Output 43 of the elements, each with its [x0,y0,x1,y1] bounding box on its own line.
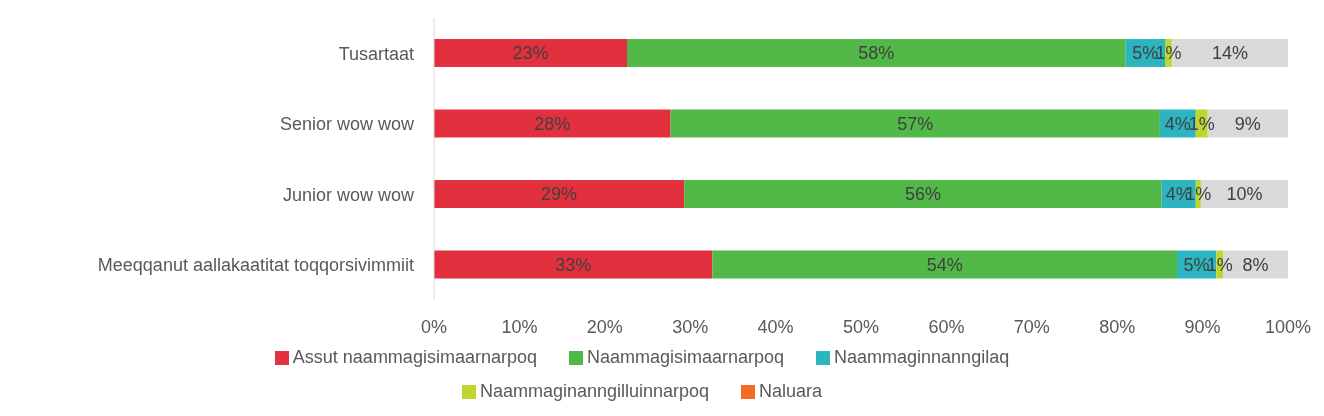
bar [712,250,1177,279]
bar [434,250,713,279]
data-label: 58% [858,43,895,64]
legend-label: Naammaginnanngilaq [834,347,1010,367]
data-label: 14% [1211,43,1248,64]
x-tick-label: 60% [928,316,965,337]
bar [434,109,671,138]
bar [434,39,627,67]
x-tick-label: 50% [842,316,880,337]
bar [670,109,1160,138]
bar [434,180,685,208]
data-label: 10% [1226,184,1263,205]
legend-label: Naammagisimaarnarpoq [586,347,785,367]
data-label: 23% [512,43,549,64]
data-label: 4% [1164,113,1191,134]
y-tick-label: Tusartaat [338,43,414,64]
legend-label: Naammaginanngilluinnarpoq [479,381,710,401]
x-tick-label: 70% [1013,316,1050,337]
x-tick-label: 90% [1184,316,1221,337]
bar [684,180,1162,208]
data-label: 5% [1183,254,1210,275]
x-tick-label: 0% [420,316,448,337]
legend-label: Assut naammagisimaarnarpoq [292,347,537,367]
data-label: 56% [904,184,941,205]
data-label: 9% [1234,113,1261,134]
x-tick-label: 80% [1099,316,1136,337]
data-label: 57% [897,113,934,134]
data-label: 54% [926,254,963,275]
data-label: 28% [534,113,571,134]
data-label: 33% [555,254,592,275]
x-tick-label: 10% [501,316,538,337]
y-tick-label: Senior wow wow [279,114,415,135]
data-label: 5% [1132,43,1159,64]
x-tick-label: 30% [672,316,709,337]
x-tick-label: 100% [1264,316,1312,337]
legend-label: Naluara [759,381,823,401]
y-tick-label: Meeqqanut aallakaatitat toqqorsivimmiit [97,255,414,276]
data-label: 8% [1242,254,1269,275]
x-tick-label: 40% [757,316,794,337]
x-tick-label: 20% [586,316,623,337]
bar [627,39,1126,67]
y-tick-label: Junior wow wow [282,184,415,205]
data-label: 29% [541,184,578,205]
